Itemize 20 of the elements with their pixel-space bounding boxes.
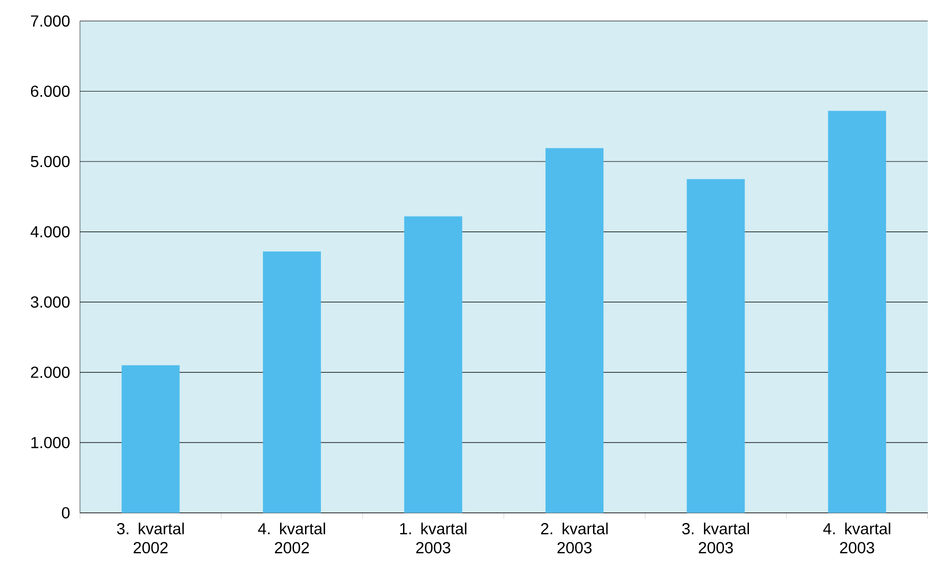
bar bbox=[686, 179, 745, 513]
bar bbox=[262, 252, 321, 513]
bar bbox=[546, 148, 604, 513]
x-tick-label: 1. kvartal 2003 bbox=[400, 522, 466, 554]
y-tick-label: 3.000 bbox=[30, 296, 70, 308]
x-tick-label: 3. kvartal 2002 bbox=[117, 522, 184, 554]
bar bbox=[404, 216, 462, 513]
x-tick-label: 2. kvartal 2003 bbox=[541, 522, 608, 554]
y-tick-label: 6.000 bbox=[30, 86, 70, 98]
y-tick-label: 0 bbox=[62, 507, 70, 519]
y-tick-label: 1.000 bbox=[31, 437, 70, 448]
x-tick-label: 4. kvartal 2002 bbox=[258, 522, 326, 554]
y-tick-label: 4.000 bbox=[30, 226, 70, 238]
x-tick-label: 4. kvartal 2003 bbox=[823, 522, 890, 554]
y-tick-label: 5.000 bbox=[30, 156, 70, 168]
y-tick-label: 2.000 bbox=[30, 366, 70, 378]
x-tick-label: 3. kvartal 2003 bbox=[682, 522, 749, 554]
bar bbox=[828, 111, 886, 513]
bar bbox=[122, 365, 180, 513]
y-tick-label: 7.000 bbox=[31, 15, 70, 27]
